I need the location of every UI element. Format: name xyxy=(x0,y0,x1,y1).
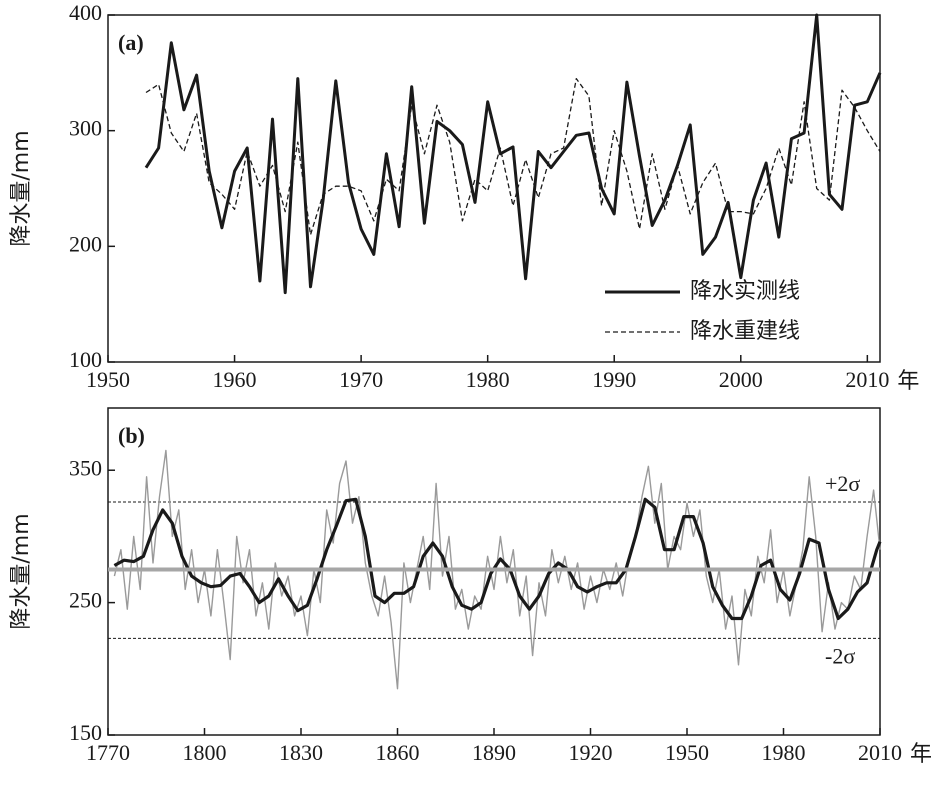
x-tick-label: 1800 xyxy=(183,740,227,765)
x-axis-label: 年 xyxy=(910,742,932,767)
y-tick-label: 200 xyxy=(69,231,102,256)
y-tick-label: 300 xyxy=(69,116,102,141)
x-tick-label: 1980 xyxy=(466,367,510,392)
x-tick-label: 1830 xyxy=(279,740,323,765)
legend-label: 降水实测线 xyxy=(690,279,800,304)
x-tick-label: 1950 xyxy=(86,367,130,392)
x-tick-label: 1960 xyxy=(213,367,257,392)
x-tick-label: 1920 xyxy=(569,740,613,765)
panel-label: (b) xyxy=(118,423,145,448)
x-tick-label: 2000 xyxy=(719,367,763,392)
x-tick-label: 1770 xyxy=(86,740,130,765)
y-tick-label: 400 xyxy=(69,0,102,25)
y-axis-label: 降水量/mm xyxy=(9,130,34,246)
y-tick-label: 100 xyxy=(69,347,102,372)
legend-label: 降水重建线 xyxy=(690,319,800,344)
sigma-label: +2σ xyxy=(825,471,860,496)
x-axis-label: 年 xyxy=(897,369,919,394)
series-line xyxy=(145,77,881,236)
series-line xyxy=(144,13,882,295)
x-tick-label: 1950 xyxy=(665,740,709,765)
x-tick-label: 1890 xyxy=(472,740,516,765)
y-tick-label: 250 xyxy=(69,588,102,613)
x-tick-label: 1980 xyxy=(762,740,806,765)
x-tick-label: 1970 xyxy=(339,367,383,392)
panel-label: (a) xyxy=(118,30,144,55)
x-tick-label: 2010 xyxy=(845,367,889,392)
y-axis-label: 降水量/mm xyxy=(9,513,34,629)
y-tick-label: 150 xyxy=(69,720,102,745)
sigma-label: -2σ xyxy=(825,643,855,668)
x-tick-label: 2010 xyxy=(858,740,902,765)
x-tick-label: 1990 xyxy=(592,367,636,392)
plot-frame xyxy=(107,14,881,363)
x-tick-label: 1860 xyxy=(376,740,420,765)
series-line xyxy=(113,497,882,621)
y-tick-label: 350 xyxy=(69,455,102,480)
